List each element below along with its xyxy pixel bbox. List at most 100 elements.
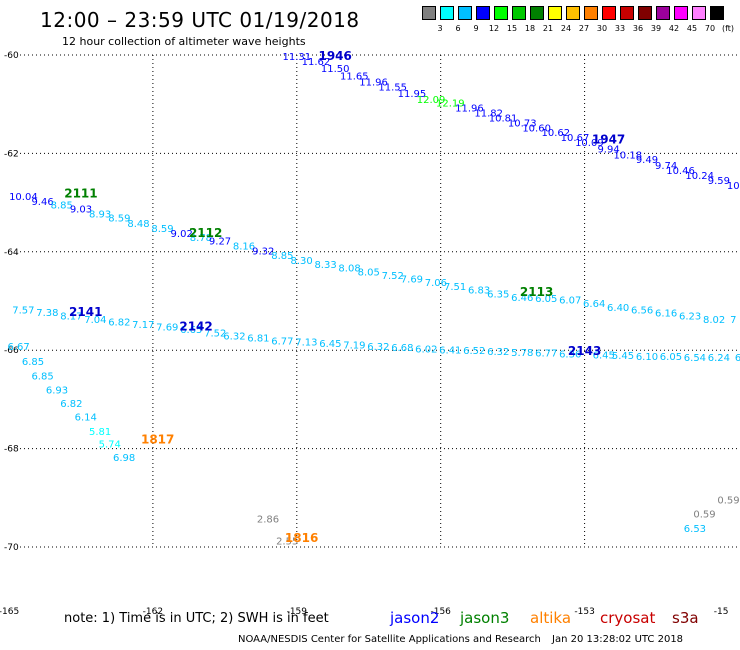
wave-height-value: 6.40 — [607, 303, 629, 314]
wave-height-value: 6.93 — [46, 385, 68, 396]
wave-height-value: 6.82 — [108, 318, 130, 329]
wave-height-value: 6.14 — [75, 413, 97, 424]
wave-height-value: 8.78 — [190, 233, 212, 244]
wave-height-value: 9.49 — [636, 155, 658, 166]
wave-height-value: 5.45 — [612, 351, 634, 362]
wave-height-value: 8.05 — [358, 267, 380, 278]
scale-swatch — [512, 6, 526, 20]
latitude-tick-label: -60 — [4, 51, 19, 61]
footer-note: note: 1) Time is in UTC; 2) SWH is in fe… — [64, 611, 329, 626]
wave-height-value: 6.41 — [439, 346, 461, 357]
scale-label: 6 — [455, 24, 461, 33]
wave-height-value: 8.85 — [271, 251, 293, 262]
wave-height-value: 11.62 — [302, 57, 331, 68]
wave-height-value: 6.05 — [660, 352, 682, 363]
page-title: 12:00 – 23:59 UTC 01/19/2018 — [40, 8, 360, 32]
wave-height-value: 0.59 — [693, 509, 715, 520]
wave-height-value: 10.09 — [575, 138, 604, 149]
latitude-tick-label: -64 — [4, 248, 19, 258]
wave-height-value: 6.36 — [559, 350, 581, 361]
scale-swatch — [494, 6, 508, 20]
wave-height-value: 2.86 — [257, 514, 279, 525]
wave-height-value: 0.59 — [717, 496, 739, 507]
wave-height-value: 6.68 — [391, 343, 413, 354]
observation-labels: 11.3111.6211.5011.6511.9611.5511.9512.09… — [7, 52, 740, 548]
wave-height-value: 6.52 — [463, 346, 485, 357]
latitude-tick-label: -66 — [4, 346, 19, 356]
wave-height-value: 10.24 — [685, 171, 714, 182]
wave-height-value: 6.53 — [684, 524, 706, 535]
scale-label: 45 — [686, 24, 698, 33]
wave-height-value: 6.82 — [60, 399, 82, 410]
scale-swatch — [584, 6, 598, 20]
pass-time-label: 2141 — [69, 305, 102, 319]
wave-height-value: 6.32 — [487, 347, 509, 358]
credit-line: NOAA/NESDIS Center for Satellite Applica… — [238, 634, 541, 645]
wave-height-value: 7.69 — [156, 323, 178, 334]
wave-height-value: 6.56 — [631, 305, 653, 316]
wave-height-value: 10.67 — [561, 133, 590, 144]
wave-height-value: 7 — [730, 315, 736, 326]
wave-height-value: 6.64 — [583, 299, 605, 310]
wave-height-value: 7.38 — [36, 308, 58, 319]
wave-height-value: 7.13 — [295, 337, 317, 348]
wave-height-value: 11.65 — [340, 72, 369, 83]
wave-height-value: 11.96 — [455, 104, 484, 115]
wave-height-value: 10.81 — [489, 113, 518, 124]
wave-height-value: 9.27 — [209, 236, 231, 247]
wave-height-value: 11.55 — [378, 82, 407, 93]
scale-label: 18 — [524, 24, 536, 33]
pass-time-label: 1946 — [318, 49, 351, 63]
wave-height-value: 6.77 — [271, 336, 293, 347]
wave-height-value: 6.32 — [367, 342, 389, 353]
wave-height-value: 8.33 — [314, 260, 336, 271]
wave-height-value: 8.59 — [108, 213, 130, 224]
longitude-tick-label: -165 — [0, 607, 19, 617]
scale-label: 3 — [437, 24, 443, 33]
scale-label: 42 — [668, 24, 680, 33]
longitude-tick-label: -159 — [287, 607, 308, 617]
wave-height-value: 2.55 — [276, 537, 298, 548]
wave-height-value: 8.48 — [127, 219, 149, 230]
wave-height-value: 10.04 — [9, 192, 38, 203]
scale-swatch — [620, 6, 634, 20]
wave-height-value: 11.50 — [321, 64, 350, 75]
wave-height-value: 6.02 — [415, 345, 437, 356]
wave-height-value: 6.16 — [655, 309, 677, 320]
wave-height-value: 6.83 — [468, 286, 490, 297]
wave-height-value: 12.09 — [417, 95, 446, 106]
wave-height-value: 8.85 — [51, 201, 73, 212]
wave-height-value: 6.32 — [223, 331, 245, 342]
scale-label: 39 — [650, 24, 662, 33]
legend-item-jason3: jason3 — [460, 609, 510, 627]
scale-swatch — [602, 6, 616, 20]
scale-swatch — [458, 6, 472, 20]
scale-label: 24 — [560, 24, 572, 33]
pass-time-label: 1947 — [592, 133, 625, 147]
wave-height-value: 9.74 — [655, 161, 677, 172]
wave-height-value: 6.45 — [319, 339, 341, 350]
legend-item-jason2: jason2 — [390, 609, 440, 627]
page-subtitle: 12 hour collection of altimeter wave hei… — [62, 35, 306, 48]
wave-height-value: 8.30 — [290, 256, 312, 267]
scale-swatch — [638, 6, 652, 20]
wave-height-value: 9.32 — [252, 246, 274, 257]
wave-height-value: 6.35 — [487, 290, 509, 301]
scale-swatch — [674, 6, 688, 20]
wave-height-value: 6.54 — [684, 353, 706, 364]
legend-item-altika: altika — [530, 609, 572, 627]
scale-label: 12 — [488, 24, 500, 33]
scale-label: 21 — [542, 24, 554, 33]
wave-height-value: 6.46 — [511, 293, 533, 304]
wave-height-value: 6.85 — [31, 372, 53, 383]
scale-swatch — [548, 6, 562, 20]
scale-label: 9 — [473, 24, 479, 33]
latitude-tick-label: -70 — [4, 543, 19, 553]
wave-height-value: 7.04 — [84, 315, 106, 326]
wave-height-value: 6.81 — [247, 333, 269, 344]
wave-height-value: 8.02 — [703, 315, 725, 326]
wave-height-value: 6.23 — [679, 312, 701, 323]
longitude-tick-label: -156 — [430, 607, 451, 617]
wave-height-value: 9.59 — [708, 176, 730, 187]
wave-height-value: 5.74 — [99, 440, 121, 451]
